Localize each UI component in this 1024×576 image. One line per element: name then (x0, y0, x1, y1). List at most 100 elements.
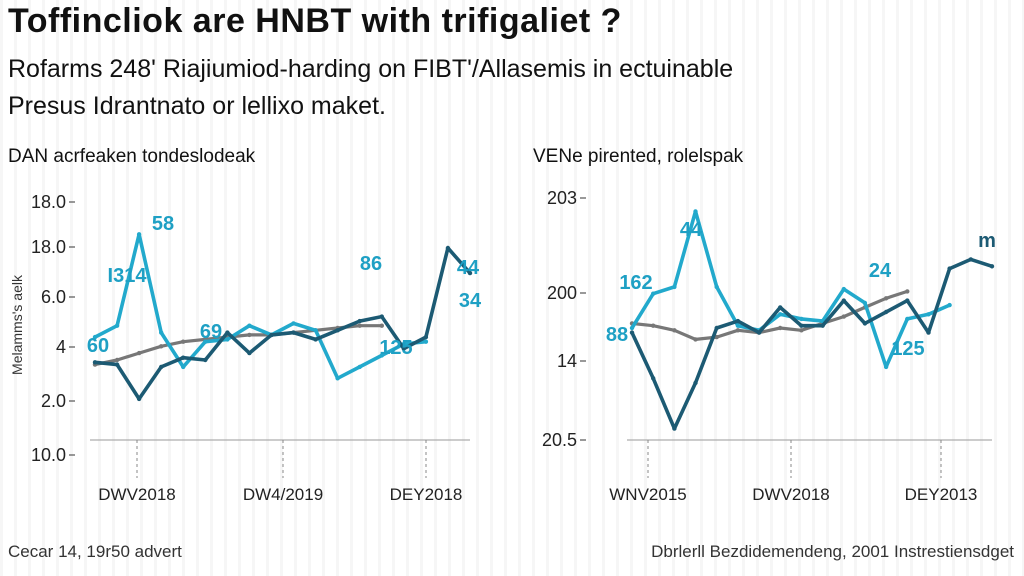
data-point-light (225, 337, 230, 342)
series-line-dark (630, 257, 994, 431)
y-tick-label: 10.0 (31, 445, 66, 465)
data-point-light (778, 312, 783, 317)
data-point-dark (651, 376, 656, 381)
data-point-dark (989, 264, 995, 269)
data-point-dark (203, 357, 208, 363)
data-label: 44 (680, 219, 703, 241)
data-point-light (247, 323, 252, 328)
data-point-light (905, 316, 910, 322)
data-label: 34 (459, 290, 482, 312)
data-label: 162 (619, 272, 652, 294)
page-title: Toffincliok are HNBT with trifigaliet ? (8, 2, 622, 40)
series-line-light (93, 232, 428, 381)
data-point-dark (445, 245, 451, 251)
chart-title: DAN acrfeaken tondeslodeak (8, 146, 256, 167)
x-tick-label: DEY2013 (905, 485, 978, 504)
data-point-light (841, 286, 846, 292)
data-point-light (92, 334, 98, 340)
data-point-light (136, 232, 142, 237)
data-label: 86 (360, 253, 382, 275)
data-point-dark (820, 323, 825, 328)
data-label: I314 (108, 265, 148, 287)
data-label: 58 (152, 213, 174, 235)
series-line-gray (630, 289, 909, 341)
data-label: 60 (87, 335, 109, 357)
data-label: 88 (606, 324, 628, 346)
y-tick-label: 18.0 (31, 192, 66, 212)
data-point-dark (714, 325, 719, 331)
data-point-dark (841, 298, 846, 303)
series-line-gray (93, 324, 384, 367)
data-point-gray (357, 323, 362, 328)
data-point-light (799, 316, 804, 322)
data-point-dark (92, 360, 98, 365)
data-point-gray (905, 289, 910, 294)
data-point-dark (629, 330, 635, 335)
data-point-dark (379, 314, 384, 319)
data-point-light (947, 302, 952, 308)
data-point-light (335, 376, 340, 381)
data-point-dark (313, 337, 318, 342)
data-point-light (423, 339, 429, 344)
data-point-light (357, 364, 362, 370)
data-point-light (114, 323, 120, 328)
data-point-light (714, 284, 719, 290)
data-point-dark (335, 328, 340, 333)
series-line-dark (93, 246, 472, 401)
data-point-light (862, 300, 868, 306)
data-point-gray (114, 357, 120, 363)
data-label: 24 (869, 260, 892, 282)
data-point-gray (714, 334, 719, 340)
data-point-dark (247, 350, 252, 356)
data-point-dark (423, 334, 429, 340)
data-point-dark (467, 270, 473, 276)
data-point-dark (926, 330, 931, 335)
y-tick-label: 200 (547, 283, 577, 303)
data-point-light (651, 291, 656, 296)
data-point-dark (357, 318, 362, 324)
x-tick-label: WNV2015 (609, 485, 686, 504)
data-label: 125 (891, 338, 924, 360)
data-point-dark (735, 318, 741, 324)
data-point-light (313, 328, 318, 333)
data-point-gray (693, 337, 698, 342)
y-tick-label: 6.0 (41, 287, 66, 307)
data-point-gray (799, 328, 804, 333)
source-note-left: Cecar 14, 19r50 advert (8, 542, 182, 561)
data-point-dark (291, 330, 296, 335)
y-tick-label: 203 (547, 188, 577, 208)
y-tick-label: 14 (557, 351, 577, 371)
data-point-light (291, 321, 296, 326)
right-chart: VENe pirented, rolelspak 203 200 14 20.5 WNV2… (533, 146, 996, 504)
data-point-light (883, 364, 889, 370)
data-label: 69 (200, 321, 222, 343)
data-point-dark (672, 426, 677, 431)
y-axis-label: Melamms's aelk (9, 274, 25, 375)
data-point-gray (181, 339, 186, 344)
data-point-dark (114, 362, 120, 367)
data-point-gray (379, 323, 384, 328)
source-note-right: Dbrlerll Bezdidemendeng, 2001 Instrestie… (651, 542, 1014, 561)
data-point-gray (672, 328, 677, 333)
data-point-gray (778, 325, 783, 331)
x-tick-label: DWV2018 (752, 485, 829, 504)
data-point-dark (181, 355, 186, 360)
data-point-gray (651, 323, 656, 328)
y-tick-label: 20.5 (542, 430, 577, 450)
data-point-light (735, 323, 741, 328)
data-point-dark (883, 309, 889, 315)
data-point-dark (159, 364, 164, 370)
data-point-dark (862, 321, 868, 326)
data-point-dark (968, 257, 973, 262)
subtitle-line-2: Presus Idrantnato or lellixo maket. (8, 92, 386, 120)
data-point-gray (883, 296, 889, 301)
data-point-light (159, 330, 164, 335)
x-tick-label: DEY2018 (390, 485, 463, 504)
data-point-dark (269, 332, 274, 338)
subtitle-line-1: Rofarms 248' Riajiumiod-harding on FIBT'… (8, 55, 734, 83)
data-label: 125 (379, 337, 412, 359)
data-point-light (203, 339, 208, 344)
data-point-gray (136, 350, 142, 356)
data-point-dark (947, 266, 952, 271)
